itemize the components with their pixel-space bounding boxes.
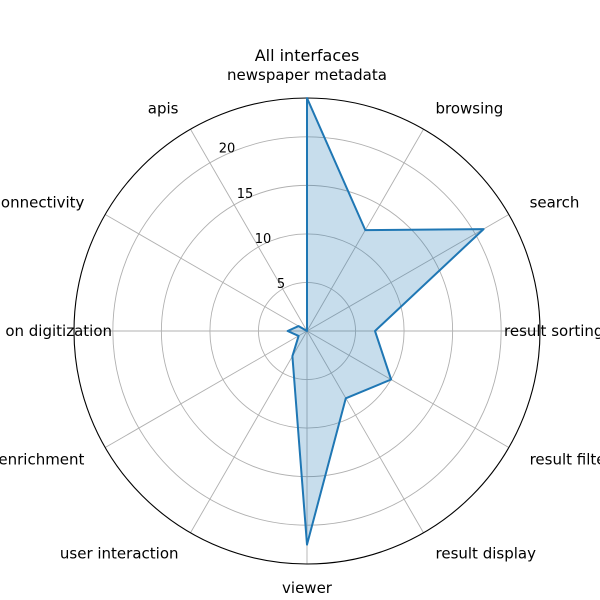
grid-spoke — [104, 214, 308, 332]
series-layer — [286, 97, 485, 546]
category-label: viewer — [282, 579, 333, 597]
category-label: user interaction — [60, 545, 179, 563]
chart-title: All interfaces — [255, 46, 360, 65]
grid-spoke — [306, 330, 510, 448]
radial-tick-label: 15 — [237, 187, 254, 202]
grid-spoke — [306, 214, 510, 332]
category-label: connectivity — [0, 194, 85, 212]
radial-tick-label: 20 — [219, 142, 236, 157]
category-label: apis — [148, 99, 179, 117]
radial-tick-label: 10 — [255, 232, 272, 247]
category-label: result display — [436, 545, 537, 563]
tick-labels: 5 10 15 20 — [219, 142, 285, 292]
category-label: result sorting — [504, 322, 600, 340]
grid-spoke — [190, 128, 308, 332]
category-label: result filtering — [530, 451, 600, 469]
category-label: info on digitization — [0, 322, 112, 340]
category-label: newspaper metadata — [227, 66, 387, 84]
grid-spoke — [104, 330, 308, 448]
category-label: browsing — [436, 99, 504, 117]
grid-spoke — [306, 330, 424, 534]
radial-tick-label: 5 — [277, 277, 285, 292]
series-line — [286, 97, 485, 546]
category-label: search — [530, 194, 580, 212]
category-label: enrichment — [0, 451, 85, 469]
grid-spoke — [190, 330, 308, 534]
category-labels: newspaper metadata browsing search result s… — [0, 66, 600, 597]
